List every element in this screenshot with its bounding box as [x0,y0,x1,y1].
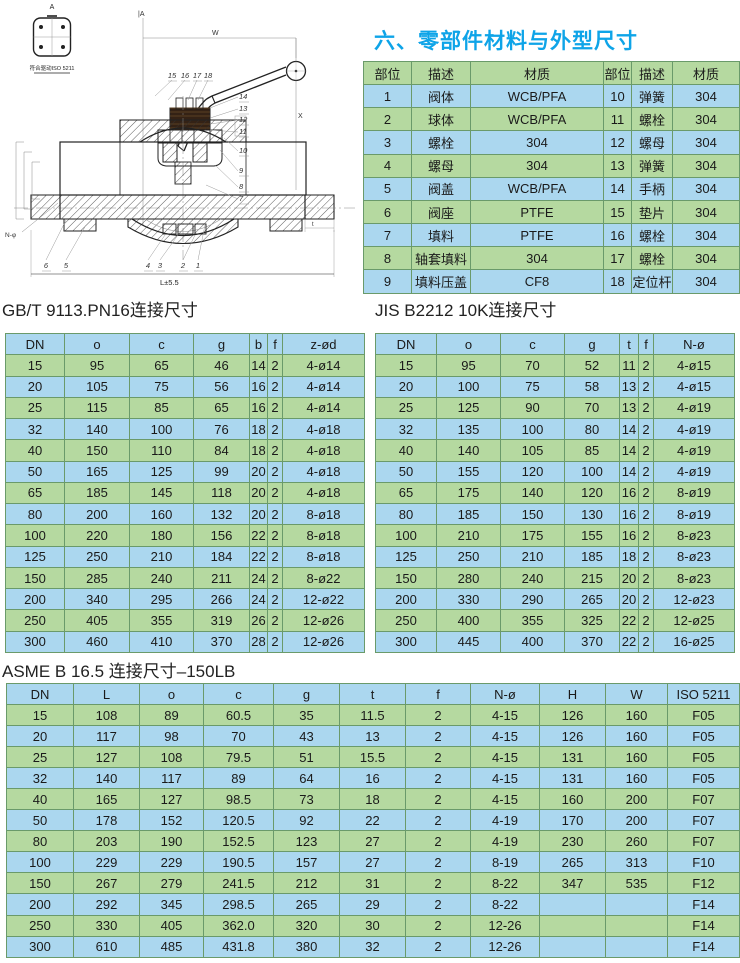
svg-text:3: 3 [158,261,163,270]
svg-text:2: 2 [180,261,186,270]
svg-text:|A: |A [138,11,145,18]
svg-text:4: 4 [146,261,150,270]
svg-text:6: 6 [44,261,49,270]
svg-text:L±5.5: L±5.5 [160,278,179,287]
svg-text:符合驱动ISO 5211: 符合驱动ISO 5211 [30,64,75,72]
svg-text:10: 10 [239,146,248,155]
svg-text:15: 15 [168,71,177,80]
svg-text:W: W [212,30,219,37]
svg-text:X: X [298,113,303,120]
svg-text:N-φ: N-φ [5,232,16,239]
svg-text:1: 1 [196,261,200,270]
svg-text:17: 17 [193,71,202,80]
svg-text:5: 5 [64,261,69,270]
svg-text:16: 16 [181,71,190,80]
svg-text:18: 18 [204,71,213,80]
svg-text:A: A [50,4,55,11]
svg-text:12: 12 [239,115,248,124]
svg-text:11: 11 [239,127,247,136]
svg-text:9: 9 [239,166,244,175]
svg-text:8: 8 [239,182,244,191]
svg-text:14: 14 [239,92,247,101]
svg-text:t: t [312,222,314,228]
svg-text:13: 13 [239,104,248,113]
